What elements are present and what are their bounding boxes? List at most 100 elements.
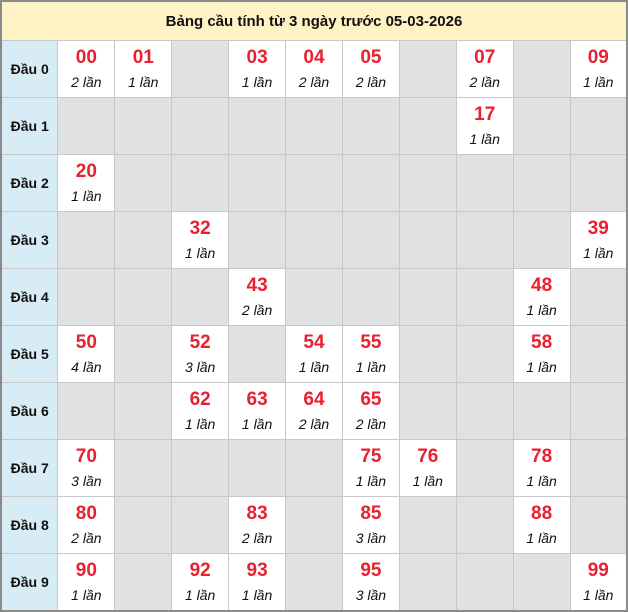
lottery-number: 48 bbox=[531, 275, 553, 297]
lottery-number: 55 bbox=[360, 332, 382, 354]
number-cell: 39 1 lần bbox=[569, 211, 628, 270]
lottery-number: 78 bbox=[531, 446, 553, 468]
lottery-number: 80 bbox=[75, 503, 97, 525]
lottery-number: 05 bbox=[360, 47, 382, 69]
table-row: Đầu 8 80 2 lần 83 2 lần 85 3 lần 88 1 lần bbox=[0, 496, 628, 555]
empty-cell bbox=[512, 40, 571, 99]
table-row: Đầu 6 62 1 lần 63 1 lần 64 2 lần 65 2 lần bbox=[0, 382, 628, 441]
lottery-number: 92 bbox=[189, 560, 211, 582]
lottery-number: 83 bbox=[246, 503, 268, 525]
lottery-number: 50 bbox=[75, 332, 97, 354]
number-cell: 90 1 lần bbox=[57, 553, 116, 612]
occurrence-count: 1 lần bbox=[128, 74, 159, 91]
lottery-number: 20 bbox=[75, 161, 97, 183]
number-cell: 07 2 lần bbox=[455, 40, 514, 99]
occurrence-count: 1 lần bbox=[241, 74, 273, 91]
number-cell: 50 4 lần bbox=[57, 325, 116, 384]
empty-cell bbox=[114, 154, 173, 213]
empty-cell bbox=[569, 496, 628, 555]
number-cell: 92 1 lần bbox=[171, 553, 230, 612]
occurrence-count: 3 lần bbox=[71, 473, 102, 490]
table-title: Bảng cầu tính từ 3 ngày trước 05-03-2026 bbox=[0, 0, 628, 42]
occurrence-count: 2 lần bbox=[241, 302, 273, 319]
empty-cell bbox=[398, 496, 457, 555]
empty-cell bbox=[455, 439, 514, 498]
number-cell: 20 1 lần bbox=[57, 154, 116, 213]
lottery-number: 64 bbox=[303, 389, 325, 411]
number-cell: 17 1 lần bbox=[455, 97, 514, 156]
row-header: Đầu 1 bbox=[0, 97, 59, 156]
number-cell: 48 1 lần bbox=[512, 268, 571, 327]
empty-cell bbox=[512, 211, 571, 270]
empty-cell bbox=[171, 97, 230, 156]
occurrence-count: 1 lần bbox=[184, 416, 216, 433]
number-cell: 58 1 lần bbox=[512, 325, 571, 384]
number-cell: 54 1 lần bbox=[285, 325, 343, 384]
occurrence-count: 2 lần bbox=[71, 530, 102, 547]
empty-cell bbox=[569, 268, 628, 327]
empty-cell bbox=[341, 211, 400, 270]
empty-cell bbox=[512, 97, 571, 156]
row-header: Đầu 0 bbox=[0, 40, 59, 99]
row-header: Đầu 4 bbox=[0, 268, 59, 327]
lottery-number: 62 bbox=[189, 389, 211, 411]
lottery-number: 43 bbox=[246, 275, 268, 297]
lottery-number: 58 bbox=[531, 332, 553, 354]
row-header: Đầu 6 bbox=[0, 382, 59, 441]
lottery-number: 65 bbox=[360, 389, 382, 411]
table-row: Đầu 4 43 2 lần 48 1 lần bbox=[0, 268, 628, 327]
table-row: Đầu 5 50 4 lần 52 3 lần 54 1 lần 55 1 lần 58 1 lần bbox=[0, 325, 628, 384]
empty-cell bbox=[341, 268, 400, 327]
empty-cell bbox=[285, 553, 343, 612]
empty-cell bbox=[455, 553, 514, 612]
row-header: Đầu 9 bbox=[0, 553, 59, 612]
occurrence-count: 1 lần bbox=[71, 188, 102, 205]
empty-cell bbox=[114, 325, 173, 384]
lottery-number: 75 bbox=[360, 446, 382, 468]
occurrence-count: 2 lần bbox=[298, 74, 330, 91]
number-cell: 83 2 lần bbox=[228, 496, 287, 555]
empty-cell bbox=[171, 496, 230, 555]
empty-cell bbox=[285, 97, 343, 156]
number-cell: 93 1 lần bbox=[228, 553, 287, 612]
lottery-number: 70 bbox=[75, 446, 97, 468]
empty-cell bbox=[171, 154, 230, 213]
occurrence-count: 1 lần bbox=[241, 416, 273, 433]
empty-cell bbox=[228, 439, 287, 498]
empty-cell bbox=[285, 439, 343, 498]
empty-cell bbox=[398, 553, 457, 612]
empty-cell bbox=[114, 496, 173, 555]
occurrence-count: 2 lần bbox=[469, 74, 500, 91]
occurrence-count: 1 lần bbox=[469, 131, 500, 148]
lottery-number: 04 bbox=[303, 47, 325, 69]
empty-cell bbox=[57, 211, 116, 270]
empty-cell bbox=[57, 382, 116, 441]
lottery-number: 32 bbox=[189, 218, 211, 240]
number-cell: 95 3 lần bbox=[341, 553, 400, 612]
number-cell: 75 1 lần bbox=[341, 439, 400, 498]
lottery-number: 63 bbox=[246, 389, 268, 411]
empty-cell bbox=[341, 97, 400, 156]
empty-cell bbox=[455, 211, 514, 270]
row-header: Đầu 3 bbox=[0, 211, 59, 270]
row-header: Đầu 8 bbox=[0, 496, 59, 555]
occurrence-count: 2 lần bbox=[355, 416, 387, 433]
lottery-number: 76 bbox=[417, 446, 439, 468]
occurrence-count: 1 lần bbox=[526, 530, 557, 547]
number-cell: 09 1 lần bbox=[569, 40, 628, 99]
table-row: Đầu 9 90 1 lần 92 1 lần 93 1 lần 95 3 lần 99 1 lần bbox=[0, 553, 628, 612]
occurrence-count: 2 lần bbox=[241, 530, 273, 547]
lottery-number: 03 bbox=[246, 47, 268, 69]
empty-cell bbox=[114, 382, 173, 441]
number-cell: 78 1 lần bbox=[512, 439, 571, 498]
empty-cell bbox=[171, 268, 230, 327]
empty-cell bbox=[398, 382, 457, 441]
empty-cell bbox=[171, 439, 230, 498]
table-row: Đầu 3 32 1 lần 39 1 lần bbox=[0, 211, 628, 270]
lottery-number: 09 bbox=[587, 47, 609, 69]
occurrence-count: 1 lần bbox=[71, 587, 102, 604]
empty-cell bbox=[398, 40, 457, 99]
empty-cell bbox=[569, 154, 628, 213]
empty-cell bbox=[228, 154, 287, 213]
